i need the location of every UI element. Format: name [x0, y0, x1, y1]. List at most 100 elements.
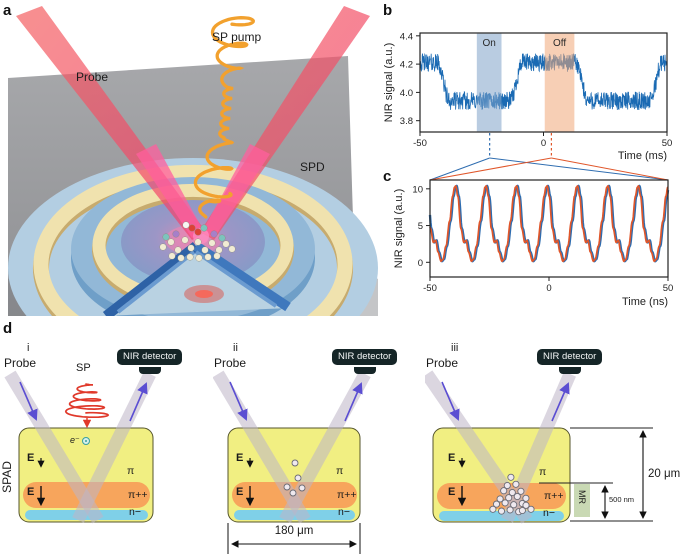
probe-arrow-down [19, 381, 38, 421]
mr-label: MR [577, 490, 587, 504]
region-on [476, 33, 502, 132]
panel-b-axes [419, 32, 668, 133]
nir-ns-trace-off [429, 185, 669, 263]
wedge-floor [104, 244, 290, 316]
probe-arrow-down [229, 381, 248, 421]
atom-cluster [159, 221, 236, 262]
region-on-label: On [482, 38, 495, 49]
panel-d-i-art [4, 370, 156, 524]
c-ytick: 0 [418, 258, 423, 269]
n-layer [439, 511, 564, 521]
depth-dim-label: 20 μm [648, 468, 681, 480]
n-minus-label-i: n− [129, 506, 141, 518]
nir-detector-ii-aperture [354, 367, 376, 374]
e-field-strong-iii: E [448, 486, 456, 498]
probe-arrow-up [344, 382, 363, 422]
c-ytick: 5 [418, 221, 423, 232]
probe-beam-in [213, 370, 311, 524]
panel-d-i: i Probe SP NIR detector e⁻ SPAD E E π π+… [0, 322, 213, 554]
n-minus-label-iii: n− [543, 507, 555, 519]
sub-ii-probe-label: Probe [214, 356, 247, 370]
e-field-weak-i: E [27, 452, 35, 464]
b-xlabel: Time (ms) [618, 150, 667, 162]
e-field-strong-ii: E [236, 486, 244, 498]
panel-d-ii: ii Probe NIR detector E E π π++ n− 180 μ… [213, 322, 425, 554]
pi-plus-label-ii: π++ [337, 489, 357, 501]
pi-plus-label-iii: π++ [544, 490, 564, 502]
width-dim-label: 180 μm [274, 525, 314, 537]
e-field-weak-iii: E [448, 452, 456, 464]
panel-b-letter: b [383, 2, 393, 19]
c-xtick: -50 [423, 283, 437, 294]
probe-arrow-down [441, 381, 460, 421]
probe-beam-out [72, 371, 156, 523]
zoom-fan [429, 157, 552, 181]
pi-label-iii: π [539, 466, 547, 478]
region-off-label: Off [553, 38, 566, 49]
nir-detector-iii-aperture [559, 367, 581, 374]
c-xtick: 0 [546, 283, 551, 294]
pi-label-i: π [127, 465, 135, 477]
sub-iii-probe-label: Probe [426, 356, 459, 370]
probe-arrow-up [129, 382, 148, 422]
nir-detector-ii: NIR detector [332, 349, 398, 365]
b-ylabel: NIR signal (a.u.) [383, 43, 395, 122]
sp-pump-beam [193, 16, 256, 219]
avalanche-electrons [489, 473, 535, 516]
floor-red-glow-core [195, 290, 213, 298]
nir-ms-trace [419, 53, 668, 111]
sub-i-probe-label: Probe [4, 356, 37, 370]
probe-beam-left-focus [136, 144, 204, 238]
e-field-strong-i: E [27, 486, 35, 498]
probe-beam-out [279, 370, 371, 524]
spd-label: SPD [300, 160, 325, 174]
b-xtick: -50 [413, 138, 427, 149]
panel-d-iii-art [425, 370, 653, 524]
sub-i-numeral: i [27, 342, 30, 354]
wedge-step-right [194, 250, 278, 308]
photoelectron-dot [85, 440, 87, 442]
outer-gold-ring [33, 164, 353, 316]
electron-label: e⁻ [70, 435, 80, 445]
c-ytick: 10 [412, 184, 423, 195]
b-ytick: 4.2 [400, 60, 413, 71]
b-xtick: 50 [662, 138, 673, 149]
pi-plus-label-i: π++ [128, 489, 148, 501]
sub-ii-numeral: ii [233, 342, 238, 354]
panel-d-ii-art [213, 370, 371, 554]
spad-label: SPAD [0, 461, 14, 493]
sp-coil [64, 383, 110, 419]
sp-label: SP [76, 362, 91, 374]
panel-c-letter: c [383, 168, 392, 185]
panel-a-letter: a [3, 2, 12, 19]
c-ylabel: NIR signal (a.u.) [393, 189, 405, 268]
pi-label-ii: π [336, 465, 344, 477]
c-xlabel: Time (ns) [622, 296, 668, 308]
b-xtick: 0 [541, 138, 546, 149]
n-minus-label-ii: n− [338, 506, 350, 518]
region-off [544, 33, 575, 132]
sp-coil-path [64, 383, 110, 419]
panel-a-illustration [8, 6, 378, 316]
drifting-electrons [283, 459, 306, 497]
panel-d-iii: iii Probe NIR detector E E π π++ n− MR 5… [425, 322, 685, 554]
b-ytick: 4.4 [400, 31, 413, 42]
sp-pump-label: SP pump [212, 30, 262, 44]
probe-beam-right-focus [202, 144, 270, 238]
b-ytick: 4.0 [400, 88, 413, 99]
e-field-weak-ii: E [236, 452, 244, 464]
thickness-dim-label: 500 nm [609, 495, 635, 504]
b-ytick: 3.8 [400, 116, 413, 127]
wedge-step-left [116, 250, 196, 314]
probe-arrow-up [551, 382, 570, 422]
probe-label: Probe [76, 70, 109, 84]
sp-pump-spiral [193, 16, 256, 219]
mr-region [574, 484, 590, 517]
zoom-fan [489, 157, 669, 181]
c-xtick: 50 [663, 283, 674, 294]
nir-detector-iii: NIR detector [537, 349, 603, 365]
zoom-fan [551, 157, 669, 181]
inner-gold-ring [92, 183, 294, 300]
